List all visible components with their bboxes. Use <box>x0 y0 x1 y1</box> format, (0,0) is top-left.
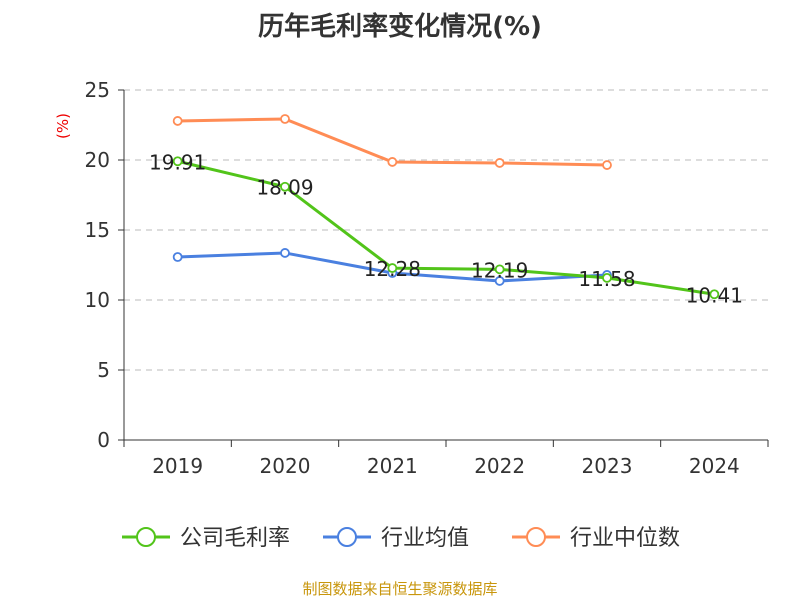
data-point <box>602 160 612 170</box>
data-point <box>280 181 290 192</box>
y-tick-label: 5 <box>97 358 110 382</box>
y-axis-label: (%) <box>54 113 72 139</box>
y-tick-label: 20 <box>85 148 110 172</box>
legend-label: 公司毛利率 <box>180 526 290 551</box>
data-point <box>172 156 183 167</box>
data-point <box>172 252 183 262</box>
data-point <box>387 263 398 273</box>
y-tick-label: 15 <box>85 218 110 242</box>
x-tick-label: 2024 <box>689 454 740 478</box>
data-point <box>494 276 505 286</box>
legend-marker <box>337 527 357 547</box>
data-label: 18.09 <box>256 176 313 200</box>
data-label: 12.19 <box>471 258 528 282</box>
x-tick-label: 2019 <box>152 454 203 478</box>
data-point <box>602 272 612 283</box>
data-point <box>387 157 398 167</box>
data-point <box>709 289 720 300</box>
legend-label: 行业均值 <box>381 526 469 551</box>
data-label: 11.58 <box>578 267 635 291</box>
data-label: 12.28 <box>364 257 421 281</box>
data-label: 10.41 <box>686 283 743 307</box>
chart-title: 历年毛利率变化情况(%) <box>258 12 542 42</box>
data-point <box>494 158 505 168</box>
y-tick-label: 25 <box>85 78 110 102</box>
x-tick-label: 2022 <box>474 454 525 478</box>
legend-label: 行业中位数 <box>570 526 680 551</box>
data-point <box>280 114 290 124</box>
data-point <box>280 248 290 258</box>
y-tick-label: 10 <box>85 288 110 312</box>
legend-marker <box>526 527 546 547</box>
x-tick-label: 2023 <box>582 454 633 478</box>
x-tick-label: 2021 <box>367 454 418 478</box>
data-point <box>172 116 183 126</box>
y-tick-label: 0 <box>97 428 110 452</box>
legend-marker <box>136 527 156 547</box>
data-label: 19.91 <box>149 150 206 174</box>
data-source: 制图数据来自恒生聚源数据库 <box>302 580 498 598</box>
series-line-0 <box>177 159 715 296</box>
data-point <box>494 264 505 275</box>
x-tick-label: 2020 <box>260 454 311 478</box>
